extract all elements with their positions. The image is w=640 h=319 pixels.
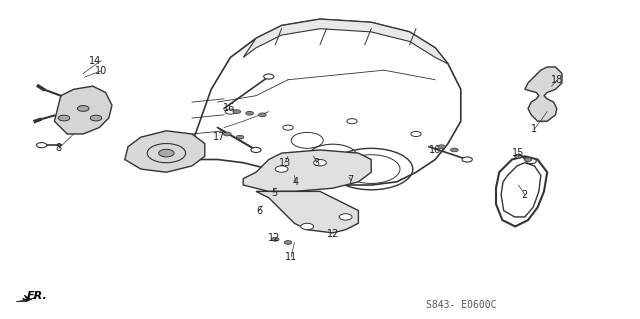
Text: 16: 16 [223,103,236,114]
Text: 5: 5 [271,188,277,198]
Circle shape [251,147,261,152]
Text: 18: 18 [550,75,563,85]
Circle shape [36,143,47,148]
Circle shape [314,160,326,166]
Polygon shape [525,67,562,121]
Text: 16: 16 [429,145,442,155]
Circle shape [223,132,231,136]
Text: 15: 15 [512,148,525,158]
Text: 12: 12 [268,233,280,243]
Text: 3: 3 [314,158,320,168]
Polygon shape [16,295,35,301]
Text: FR.: FR. [27,291,47,301]
Circle shape [283,125,293,130]
Circle shape [236,135,244,139]
Polygon shape [54,86,112,134]
Circle shape [264,74,274,79]
Circle shape [524,158,532,161]
Circle shape [462,157,472,162]
Circle shape [77,106,89,111]
Circle shape [225,109,236,114]
Circle shape [526,159,536,164]
Circle shape [451,148,458,152]
Circle shape [246,111,253,115]
Circle shape [90,115,102,121]
Text: 4: 4 [292,177,299,187]
Circle shape [284,241,292,244]
Circle shape [58,115,70,121]
Polygon shape [125,131,205,172]
Text: 10: 10 [95,66,108,76]
Circle shape [275,166,288,172]
Text: S843- E0600C: S843- E0600C [426,300,496,310]
Text: 6: 6 [256,205,262,216]
Text: 12: 12 [326,229,339,240]
Text: 14: 14 [88,56,101,66]
Circle shape [347,119,357,124]
Circle shape [159,149,174,157]
Polygon shape [243,150,371,191]
Circle shape [411,131,421,137]
Text: 8: 8 [56,143,62,153]
Polygon shape [256,191,358,233]
Circle shape [301,223,314,230]
Text: 17: 17 [212,132,225,142]
Text: 1: 1 [531,124,538,134]
Text: 11: 11 [285,252,298,262]
Circle shape [233,110,241,114]
Circle shape [438,145,445,149]
Text: 7: 7 [348,175,354,185]
Text: 2: 2 [522,189,528,200]
Circle shape [271,237,279,241]
Circle shape [259,113,266,117]
Circle shape [339,214,352,220]
Polygon shape [243,19,448,64]
Circle shape [515,154,522,158]
Text: 13: 13 [278,158,291,168]
